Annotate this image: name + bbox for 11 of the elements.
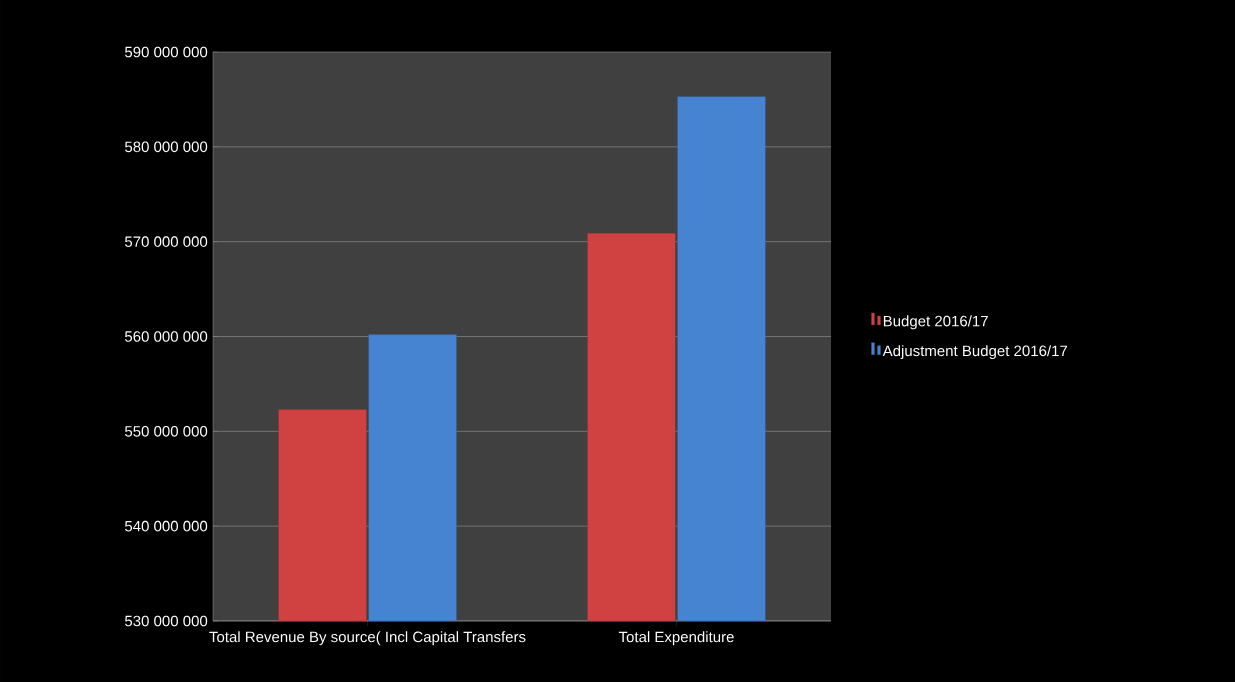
y-tick-label: 530 000 000: [124, 615, 208, 627]
y-tick-label: 590 000 000: [124, 46, 208, 58]
y-tick-label: 550 000 000: [124, 426, 208, 437]
y-tick-label: 560 000 000: [124, 331, 208, 342]
y-tick-label: 540 000 000: [124, 520, 208, 532]
legend-label: Budget 2016/17: [883, 315, 988, 330]
y-tick-label: 580 000 000: [124, 141, 208, 153]
x-tick-label: Total Revenue By source( Incl Capital Transfers: [209, 631, 526, 646]
legend-label: Adjustment Budget 2016/17: [882, 345, 1068, 360]
y-tick-label: 570 000 000: [124, 236, 208, 247]
x-tick-label: Total Expenditure: [618, 631, 734, 646]
